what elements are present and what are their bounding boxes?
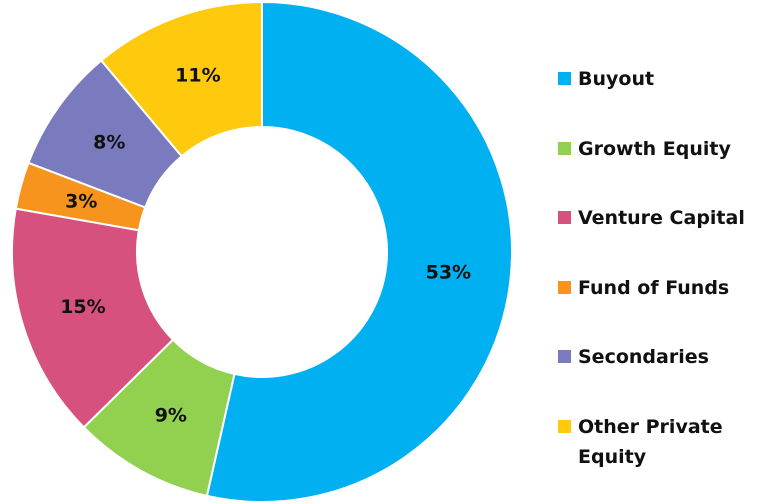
legend-label: Buyout	[578, 68, 655, 90]
legend-swatch	[558, 419, 571, 433]
legend-swatch	[558, 211, 571, 224]
legend-item: Venture Capital	[556, 203, 778, 273]
donut: 53% 9% 15% 3% 8% 11%	[11, 0, 513, 503]
data-label: 3%	[65, 191, 97, 213]
data-label: 15%	[60, 296, 105, 318]
slice	[11, 207, 175, 429]
legend-label: Fund of Funds	[578, 276, 730, 299]
data-label: 8%	[93, 132, 125, 154]
data-label: 11%	[175, 64, 220, 86]
legend: Buyout Growth Equity Venture Capital Fund o…	[556, 64, 778, 481]
legend-swatch	[558, 280, 571, 294]
legend-swatch	[558, 141, 571, 155]
legend-label: Other Private Equity	[578, 415, 723, 468]
legend-label: Venture Capital	[578, 207, 745, 229]
legend-item: Growth Equity	[556, 134, 778, 204]
legend-item: Other Private Equity	[556, 412, 778, 482]
legend-item: Buyout	[556, 64, 778, 134]
data-label: 53%	[426, 261, 471, 283]
legend-swatch	[558, 72, 571, 85]
legend-item: Secondaries	[556, 342, 778, 412]
slice	[205, 0, 513, 503]
slice	[99, 0, 263, 158]
legend-item: Fund of Funds	[556, 273, 778, 343]
data-label: 9%	[155, 404, 187, 426]
legend-label: Secondaries	[578, 346, 709, 368]
legend-swatch	[558, 350, 571, 363]
legend-label: Growth Equity	[578, 137, 731, 160]
